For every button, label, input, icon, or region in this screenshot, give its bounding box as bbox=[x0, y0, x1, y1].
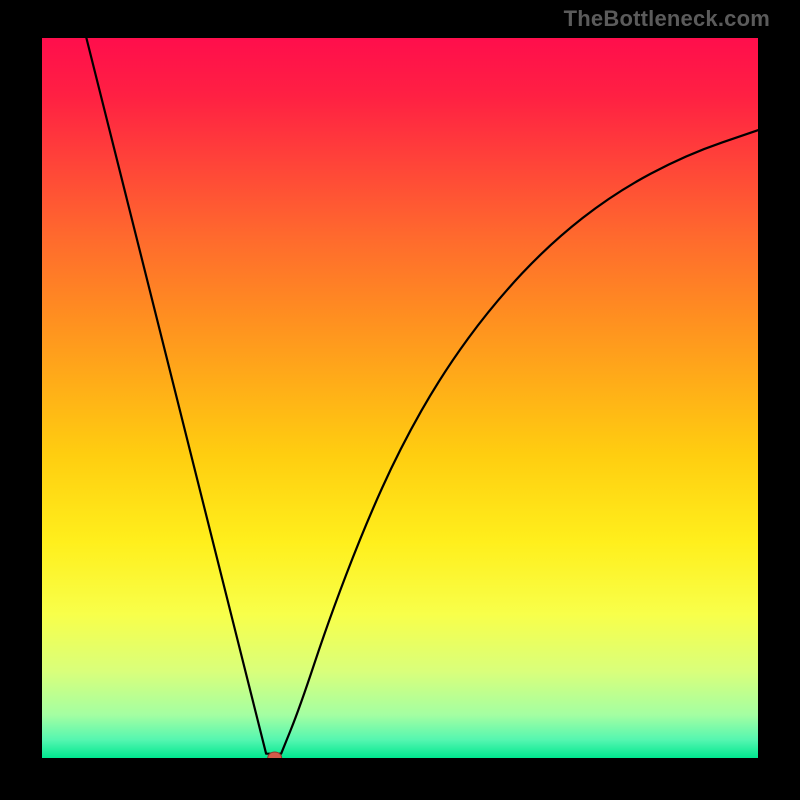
watermark-text: TheBottleneck.com bbox=[564, 6, 770, 32]
minimum-marker bbox=[268, 752, 282, 764]
bottleneck-chart bbox=[0, 0, 800, 800]
chart-root: TheBottleneck.com bbox=[0, 0, 800, 800]
plot-background bbox=[42, 38, 758, 758]
